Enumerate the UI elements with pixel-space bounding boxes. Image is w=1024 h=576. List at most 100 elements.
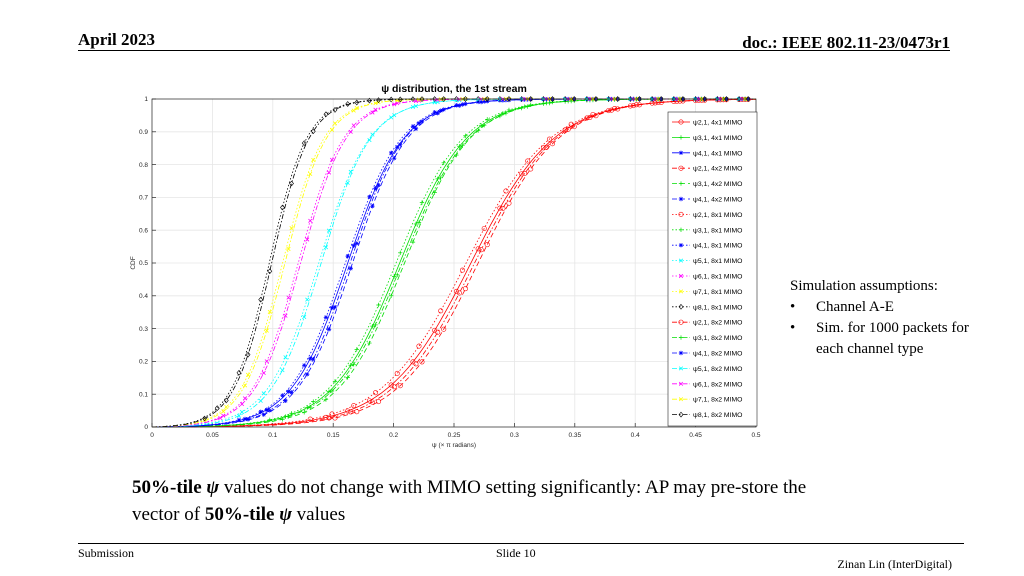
- series-marker: [410, 104, 416, 110]
- series-marker: [419, 359, 425, 365]
- caption-text-end: values: [291, 504, 346, 525]
- series-marker: [261, 391, 266, 396]
- legend-marker: [678, 303, 684, 310]
- legend-entry: ψ3,1, 4x1 MIMO: [693, 135, 742, 142]
- series-marker: [543, 144, 549, 150]
- series-marker: [373, 322, 378, 328]
- series-marker: [463, 101, 468, 107]
- series-marker: [326, 327, 332, 332]
- x-tick-label: 0.05: [206, 432, 219, 439]
- legend-marker: [678, 258, 684, 263]
- x-tick-label: 0.5: [751, 432, 760, 439]
- series-marker: [348, 129, 353, 134]
- series-marker: [565, 126, 571, 132]
- notes-item: • Sim. for 1000 packets for each channel …: [790, 318, 990, 360]
- caption-text: values do not change with MIMO setting s…: [132, 477, 807, 525]
- legend-entry: ψ3,1, 8x2 MIMO: [693, 335, 742, 342]
- series-marker: [528, 166, 534, 172]
- series-marker: [419, 119, 425, 124]
- legend-entry: ψ6,1, 8x1 MIMO: [693, 274, 742, 281]
- legend-entry: ψ4,1, 8x1 MIMO: [693, 243, 742, 250]
- series-marker: [332, 107, 338, 113]
- notes-list: • Channel A-E • Sim. for 1000 packets for …: [790, 297, 990, 360]
- series-marker: [633, 102, 639, 108]
- series-marker: [568, 121, 574, 127]
- series-marker: [745, 96, 751, 102]
- series-marker: [460, 143, 465, 148]
- series-marker: [484, 96, 490, 102]
- series-marker: [500, 205, 506, 211]
- series-marker: [264, 407, 269, 412]
- series-marker: [345, 101, 351, 107]
- x-tick-label: 0.15: [327, 432, 340, 439]
- legend-marker: [678, 411, 684, 418]
- series-marker: [332, 415, 338, 421]
- series-marker: [267, 268, 273, 275]
- series-marker: [584, 115, 590, 121]
- legend-marker: [678, 135, 684, 140]
- series-marker: [475, 128, 481, 133]
- header-date: April 2023: [78, 30, 155, 49]
- legend-entry: ψ8,1, 8x1 MIMO: [693, 304, 742, 311]
- legend-marker: [678, 150, 684, 155]
- series-marker: [370, 323, 375, 329]
- series-marker: [413, 126, 419, 131]
- series-marker: [236, 413, 242, 418]
- series-marker: [388, 382, 394, 388]
- series-marker: [441, 160, 446, 165]
- y-tick-label: 0.7: [139, 195, 148, 202]
- series-marker: [528, 96, 534, 102]
- legend-entry: ψ5,1, 8x2 MIMO: [693, 366, 742, 373]
- series-marker: [441, 326, 447, 332]
- x-tick-label: 0.4: [631, 432, 640, 439]
- series-marker: [571, 96, 577, 102]
- series-marker: [283, 355, 288, 360]
- series-marker: [680, 96, 686, 102]
- y-axis-label: CDF: [130, 256, 137, 269]
- series-marker: [351, 403, 357, 409]
- legend-entry: ψ3,1, 4x2 MIMO: [693, 181, 742, 188]
- series-marker: [332, 379, 338, 384]
- series-marker: [410, 239, 416, 245]
- y-tick-label: 0.1: [139, 391, 148, 398]
- series-marker: [615, 96, 621, 102]
- series-marker: [416, 121, 422, 126]
- series-marker: [615, 106, 621, 112]
- series-marker: [724, 96, 729, 102]
- series-marker: [590, 112, 596, 118]
- series-marker: [528, 97, 533, 102]
- series-marker: [239, 402, 245, 407]
- bullet-icon: •: [790, 320, 796, 336]
- legend-entry: ψ3,1, 8x1 MIMO: [693, 227, 742, 234]
- series-marker: [258, 409, 263, 414]
- series-marker: [485, 117, 490, 122]
- series-marker: [224, 404, 229, 410]
- series-marker: [264, 359, 269, 364]
- series-marker: [413, 104, 419, 109]
- series-marker: [223, 397, 229, 404]
- series-marker: [329, 157, 335, 162]
- series-marker: [547, 100, 552, 106]
- series-line: [151, 98, 756, 428]
- series-marker: [391, 384, 397, 390]
- y-tick-label: 0.5: [139, 260, 148, 267]
- series-marker: [354, 347, 359, 352]
- x-tick-label: 0.25: [448, 432, 461, 439]
- series-marker: [245, 372, 251, 377]
- series-marker: [329, 305, 335, 310]
- series-marker: [367, 340, 372, 346]
- series-marker: [236, 417, 242, 423]
- series-marker: [289, 180, 294, 187]
- series-marker: [506, 96, 512, 102]
- psi-cdf-chart: 0 0.05 0.1 0.15 0.2 0.25 0.3 0.35 0.4 0.45 0.5 0 0.1…: [130, 83, 761, 449]
- series-marker: [311, 399, 316, 404]
- series-marker: [218, 415, 223, 421]
- legend-marker: [678, 273, 684, 279]
- series-marker: [457, 144, 462, 149]
- series-marker: [397, 383, 403, 389]
- legend-marker: [678, 165, 684, 171]
- series-marker: [441, 107, 446, 112]
- series-marker: [413, 221, 419, 227]
- series-marker: [267, 408, 272, 413]
- series-marker: [326, 228, 332, 233]
